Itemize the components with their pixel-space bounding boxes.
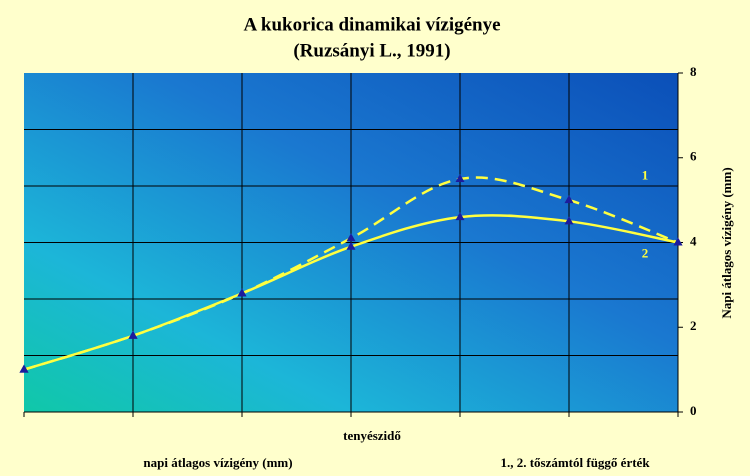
marker [673, 237, 683, 246]
marker [128, 330, 138, 339]
x-axis-label: tenyészidő [343, 428, 401, 443]
y-axis-label: Napi átlagos vízigény (mm) [719, 167, 734, 318]
marker [564, 216, 574, 225]
chart-title: A kukorica dinamikai vízigénye [243, 14, 500, 35]
series-label: 1 [642, 167, 649, 182]
marker [19, 364, 29, 373]
marker [346, 233, 356, 242]
y-tick-label: 0 [690, 403, 697, 418]
footer-left: napi átlagos vízigény (mm) [143, 455, 292, 470]
y-tick-label: 4 [690, 233, 697, 248]
series-label: 2 [642, 245, 649, 260]
y-tick-label: 2 [690, 318, 697, 333]
y-tick-label: 8 [690, 64, 697, 79]
marker [564, 195, 574, 204]
marker [455, 212, 465, 221]
marker [237, 288, 247, 297]
chart-subtitle: (Ruzsányi L., 1991) [293, 40, 450, 61]
footer-right: 1., 2. tőszámtól függő érték [500, 455, 650, 470]
marker [455, 173, 465, 182]
y-tick-label: 6 [690, 149, 697, 164]
marker [346, 241, 356, 250]
